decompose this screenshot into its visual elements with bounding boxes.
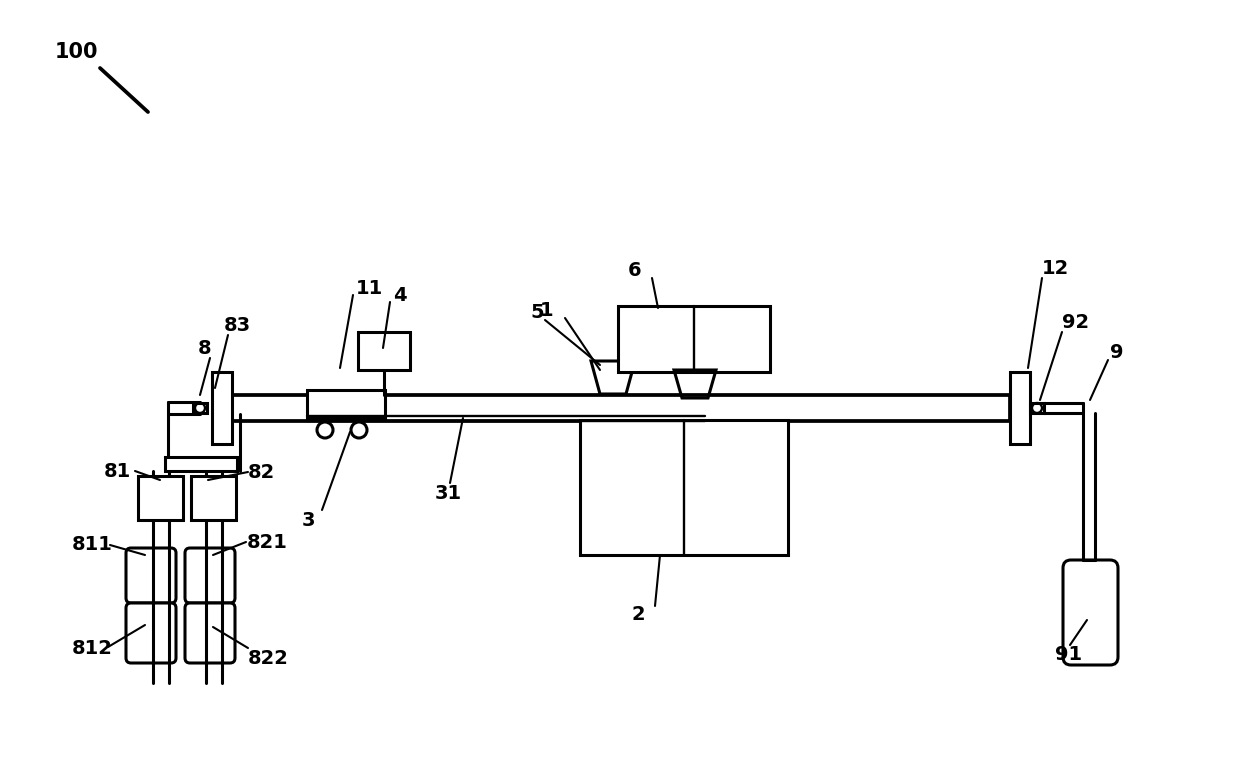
- FancyBboxPatch shape: [185, 548, 236, 603]
- Text: 92: 92: [1061, 313, 1089, 331]
- Text: 83: 83: [224, 315, 252, 334]
- Bar: [1030, 403, 1044, 413]
- Text: 12: 12: [1042, 259, 1069, 278]
- Bar: [308, 390, 384, 418]
- Text: 2: 2: [632, 606, 646, 624]
- Bar: [165, 457, 237, 471]
- Text: 822: 822: [248, 649, 289, 668]
- Text: 821: 821: [247, 533, 288, 552]
- Text: 6: 6: [627, 260, 641, 279]
- Text: 11: 11: [356, 278, 383, 298]
- Text: 5: 5: [529, 302, 543, 321]
- Text: 100: 100: [55, 42, 98, 62]
- FancyBboxPatch shape: [126, 548, 176, 603]
- Text: 82: 82: [248, 462, 275, 481]
- Text: 811: 811: [72, 536, 113, 555]
- FancyBboxPatch shape: [126, 603, 176, 663]
- Bar: [191, 476, 236, 520]
- Text: 91: 91: [1055, 645, 1083, 665]
- Bar: [232, 395, 1011, 421]
- Bar: [212, 372, 232, 444]
- Text: 31: 31: [435, 484, 463, 503]
- Text: 1: 1: [539, 301, 553, 320]
- Text: 81: 81: [104, 462, 131, 481]
- Text: 3: 3: [303, 510, 315, 530]
- Bar: [580, 420, 787, 555]
- FancyBboxPatch shape: [1063, 560, 1118, 665]
- FancyBboxPatch shape: [185, 603, 236, 663]
- Bar: [1011, 372, 1030, 444]
- Bar: [618, 306, 770, 372]
- Bar: [358, 332, 410, 370]
- Bar: [138, 476, 184, 520]
- Text: 8: 8: [198, 339, 212, 358]
- Bar: [193, 403, 207, 413]
- Text: 812: 812: [72, 639, 113, 658]
- Text: 4: 4: [393, 285, 407, 304]
- Text: 9: 9: [1110, 343, 1123, 362]
